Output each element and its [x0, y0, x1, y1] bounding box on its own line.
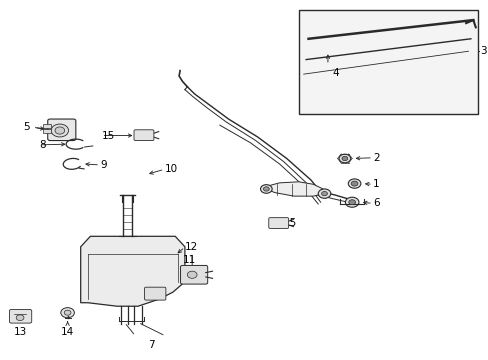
Text: 2: 2 — [372, 153, 379, 163]
Text: 1: 1 — [372, 179, 379, 189]
Text: 5: 5 — [23, 122, 30, 132]
Text: 7: 7 — [147, 339, 154, 350]
Circle shape — [345, 197, 358, 207]
Circle shape — [348, 200, 355, 205]
Text: 14: 14 — [61, 327, 74, 337]
FancyBboxPatch shape — [48, 119, 76, 140]
FancyBboxPatch shape — [180, 265, 207, 284]
Circle shape — [16, 315, 24, 320]
Bar — [43, 129, 51, 134]
Circle shape — [55, 127, 64, 134]
Circle shape — [260, 185, 272, 193]
Text: 11: 11 — [183, 255, 196, 265]
Circle shape — [347, 179, 360, 188]
Text: 13: 13 — [14, 327, 27, 337]
Circle shape — [350, 181, 357, 186]
Text: 4: 4 — [332, 68, 339, 78]
Text: 8: 8 — [40, 140, 46, 150]
Bar — [298, 10, 477, 114]
Text: 3: 3 — [480, 46, 486, 56]
Polygon shape — [81, 236, 184, 306]
Text: 10: 10 — [164, 164, 177, 174]
Circle shape — [263, 187, 269, 191]
Circle shape — [61, 308, 74, 318]
Text: 9: 9 — [100, 160, 106, 170]
Text: 15: 15 — [283, 218, 296, 228]
Text: 15: 15 — [102, 131, 115, 140]
Circle shape — [321, 192, 327, 196]
FancyBboxPatch shape — [144, 287, 165, 300]
Polygon shape — [266, 182, 324, 196]
Text: 12: 12 — [184, 242, 198, 252]
FancyBboxPatch shape — [268, 218, 288, 228]
Circle shape — [341, 156, 347, 161]
FancyBboxPatch shape — [9, 310, 32, 323]
Bar — [43, 124, 51, 128]
Circle shape — [187, 271, 197, 278]
Circle shape — [64, 310, 71, 315]
Circle shape — [318, 189, 330, 198]
Text: 6: 6 — [372, 198, 379, 208]
Circle shape — [338, 154, 350, 163]
Circle shape — [51, 124, 68, 137]
FancyBboxPatch shape — [134, 130, 154, 140]
